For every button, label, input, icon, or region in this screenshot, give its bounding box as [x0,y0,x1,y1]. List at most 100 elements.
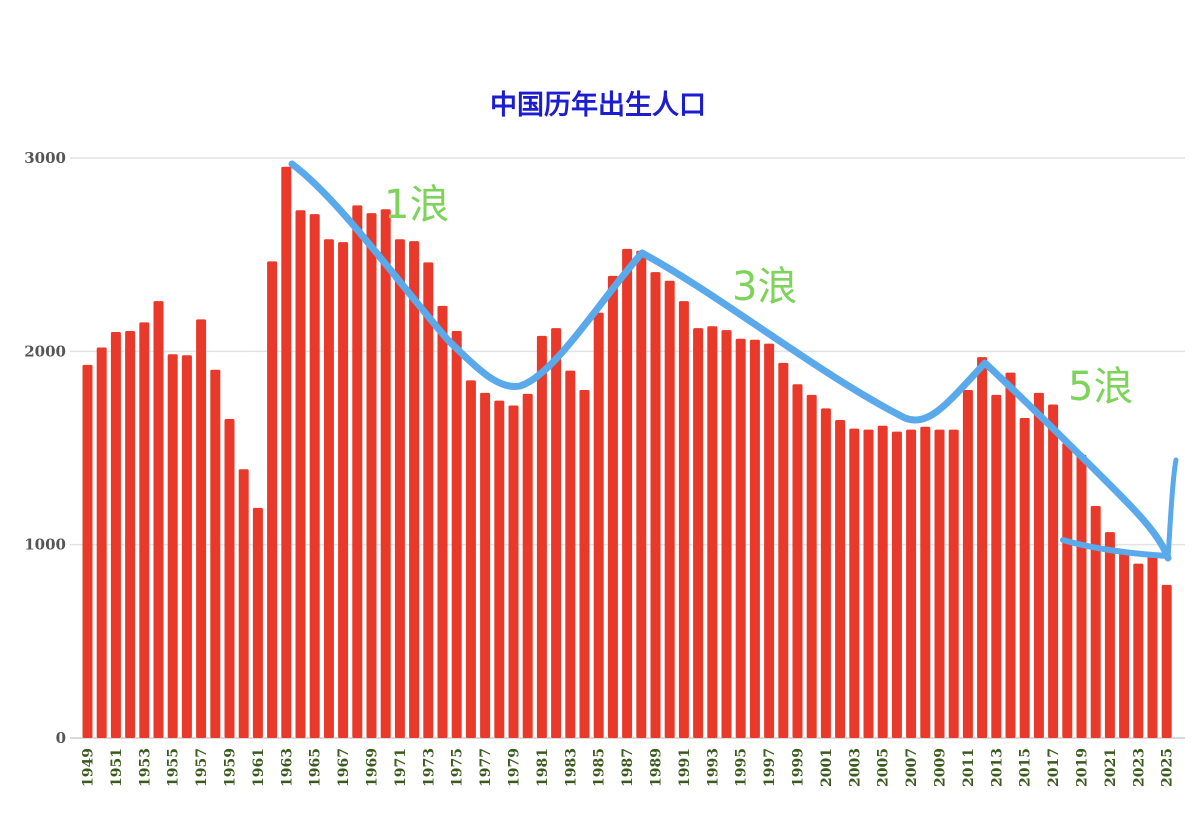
x-tick-label: 1975 [450,748,466,787]
x-tick-label: 2007 [904,748,920,787]
bar-2008 [920,426,931,738]
x-tick-label: 1999 [791,748,807,787]
bar-2007 [906,429,917,738]
bar-2004 [863,429,874,738]
bar-1981 [536,335,547,738]
bar-2010 [948,429,959,738]
bar-1980 [522,393,533,738]
bar-1984 [579,390,590,738]
x-tick-label: 1985 [592,748,608,787]
bar-1999 [792,384,803,738]
bar-1951 [110,332,121,738]
x-tick-label: 1977 [478,748,494,787]
bar-1954 [153,301,164,738]
y-tick-label: 2000 [24,342,66,360]
x-tick-label: 2023 [1131,748,1147,787]
bar-1996 [749,339,760,738]
bar-1993 [707,326,718,738]
bar-1959 [224,419,235,738]
x-tick-label: 1963 [279,748,295,787]
bar-1962 [267,261,278,738]
bar-1958 [210,369,221,738]
bar-1964 [295,210,306,738]
y-tick-label: 3000 [24,149,66,167]
x-tick-label: 1971 [393,748,409,787]
bar-2012 [977,357,988,738]
x-tick-label: 1959 [223,748,239,787]
bar-2001 [820,408,831,738]
bar-2020 [1090,506,1101,738]
bar-1963 [281,166,292,738]
bar-1982 [551,328,562,738]
bar-2016 [1033,392,1044,738]
bar-1960 [238,469,249,738]
x-tick-label: 1949 [81,748,97,787]
x-tick-label: 1981 [535,748,551,787]
bar-1966 [323,239,334,738]
bar-2009 [934,429,945,738]
bar-1998 [778,362,789,738]
bar-1974 [437,305,448,738]
bar-1987 [622,248,633,738]
x-tick-label: 1997 [762,748,778,787]
y-axis-ticks: 0 1000 2000 3000 [24,149,66,747]
y-tick-label: 1000 [24,536,66,554]
bar-2025 [1161,584,1172,738]
bar-1957 [196,319,207,738]
bar-1970 [380,209,391,739]
x-tick-label: 2025 [1160,748,1176,787]
x-tick-label: 1951 [109,748,125,787]
bar-1997 [764,343,775,738]
bar-2023 [1133,563,1144,738]
bar-2000 [806,394,817,738]
wave-trend-hook [1165,457,1179,561]
x-tick-label: 1993 [705,748,721,787]
x-tick-label: 1953 [137,748,153,787]
bar-1985 [593,312,604,738]
bar-1979 [508,405,519,738]
bar-1965 [309,214,320,738]
bar-1952 [125,331,136,738]
x-tick-label: 2017 [1046,748,1062,787]
bar-1955 [167,354,178,738]
x-tick-label: 1989 [649,748,665,787]
bar-series [82,166,1172,739]
bar-2017 [1048,404,1059,738]
bar-1953 [139,322,150,738]
x-tick-label: 1969 [365,748,381,787]
bar-1988 [636,250,647,739]
wave-trend-tail [1060,537,1171,559]
bar-1971 [394,239,405,738]
x-tick-label: 2011 [961,748,977,787]
bar-1975 [451,331,462,738]
bar-1986 [607,275,618,738]
bar-1991 [678,301,689,738]
y-tick-label: 0 [56,729,66,747]
x-tick-label: 2019 [1075,748,1091,787]
bar-1992 [693,328,704,738]
bar-1990 [664,280,675,738]
wave-trend-line [288,160,1172,562]
bar-1968 [352,205,363,738]
bar-1995 [735,338,746,738]
bar-2018 [1062,443,1073,738]
bar-1976 [465,380,476,738]
bar-2022 [1119,553,1130,738]
bar-2005 [877,425,888,738]
bar-1961 [252,507,263,738]
bar-1967 [338,242,349,738]
x-tick-label: 2003 [847,748,863,787]
bar-1994 [721,330,732,738]
wave-label-3: 3浪 [732,264,797,310]
chart-title: 中国历年出生人口 [490,89,706,121]
x-tick-label: 2021 [1103,748,1119,787]
x-tick-label: 2013 [989,748,1005,787]
bar-1972 [409,241,420,738]
x-tick-label: 1987 [620,748,636,787]
x-tick-label: 1973 [421,748,437,787]
bar-1977 [480,392,491,738]
bar-1989 [650,272,661,738]
bar-1950 [96,347,107,738]
x-tick-label: 1967 [336,748,352,787]
